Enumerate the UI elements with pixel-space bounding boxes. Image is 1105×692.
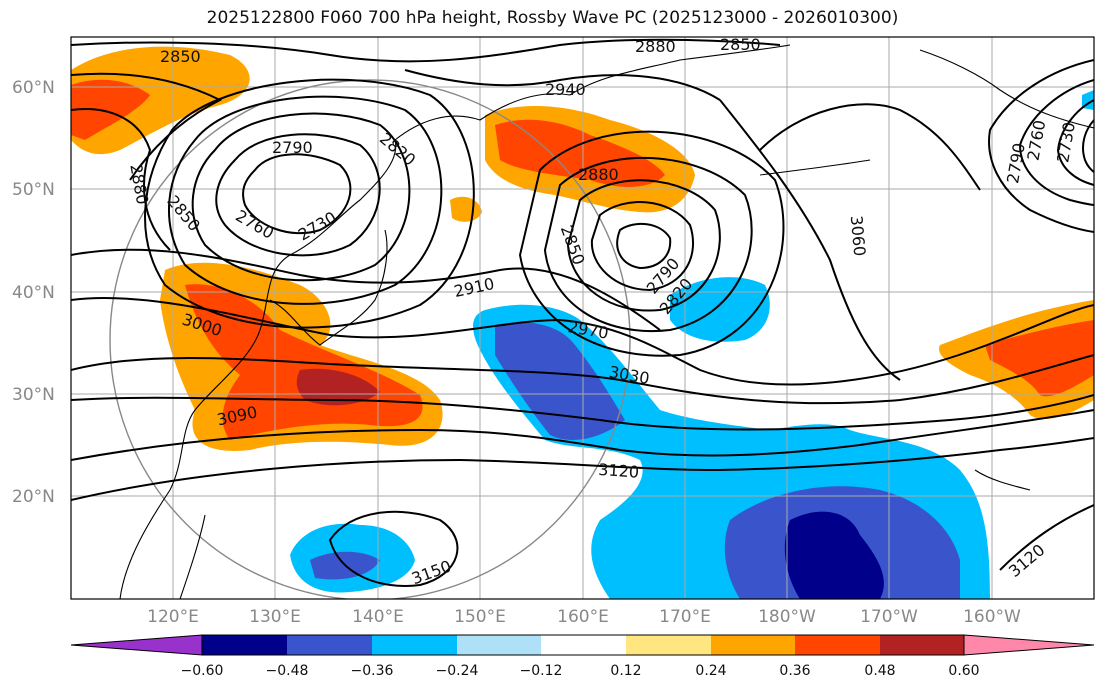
lon-labels: 120°E 130°E 140°E 150°E 160°E 170°E 180°… — [147, 607, 1021, 627]
contour-label: 2850 — [720, 35, 761, 54]
lat-label: 20°N — [12, 487, 55, 507]
lon-label: 130°E — [249, 607, 301, 627]
lat-label: 60°N — [12, 78, 55, 98]
contour-label: 2940 — [545, 80, 586, 99]
contour-label: 3060 — [847, 215, 869, 257]
colorbar-segment — [626, 635, 711, 655]
colorbar-tick: 0.24 — [695, 663, 726, 679]
colorbar-tick: 0.60 — [948, 663, 979, 679]
colorbar-segment — [880, 635, 964, 655]
lon-label: 170°E — [659, 607, 711, 627]
lon-label: 160°E — [557, 607, 609, 627]
lon-label: 150°E — [454, 607, 506, 627]
height-contours — [71, 38, 1094, 587]
chart-title: 2025122800 F060 700 hPa height, Rossby W… — [206, 8, 899, 28]
map-frame — [70, 36, 1095, 600]
shading-layer — [71, 37, 1094, 599]
neg-anomaly-central-core — [495, 322, 625, 440]
contour-label: 2880 — [578, 165, 619, 184]
colorbar-low-extend — [70, 634, 203, 656]
colorbar-tick: −0.24 — [436, 663, 479, 679]
pos-anomaly-east-core — [985, 320, 1094, 397]
lon-label: 160°W — [963, 607, 1021, 627]
colorbar-tick: −0.36 — [351, 663, 394, 679]
pos-anomaly-kamchatka-core — [495, 119, 665, 187]
lat-label: 50°N — [12, 180, 55, 200]
contour-label: 2850 — [160, 47, 201, 66]
contour-label: 2880 — [635, 37, 676, 56]
colorbar-tick: 0.48 — [864, 663, 895, 679]
colorbar-segment — [202, 635, 287, 655]
lat-label: 30°N — [12, 385, 55, 405]
lon-label: 180°W — [758, 607, 816, 627]
contour-label: 3120 — [598, 460, 640, 482]
contour-label-group: 2850 2880 2850 2940 2880 2790 2820 2880 … — [126, 35, 1079, 588]
colorbar-segment — [795, 635, 880, 655]
lat-label: 40°N — [12, 283, 55, 303]
pos-anomaly-nw-core — [71, 79, 150, 140]
colorbar-segment — [541, 635, 626, 655]
colorbar-segment — [287, 635, 372, 655]
colorbar: −0.60 −0.48 −0.36 −0.24 −0.12 0.12 0.24 … — [70, 634, 1095, 679]
lon-label: 140°E — [352, 607, 404, 627]
colorbar-tick: −0.48 — [266, 663, 309, 679]
colorbar-segment — [457, 635, 541, 655]
colorbar-tick: −0.12 — [520, 663, 563, 679]
analysis-circle — [109, 79, 631, 599]
colorbar-outline — [201, 634, 965, 656]
pos-anomaly-japan-max — [296, 368, 380, 406]
colorbar-high-extend — [963, 634, 1095, 656]
contour-label: 2790 — [272, 138, 313, 157]
lat-labels: 60°N 50°N 40°N 30°N 20°N — [12, 78, 55, 507]
neg-anomaly-south-max — [784, 511, 884, 599]
colorbar-segment — [711, 635, 795, 655]
colorbar-tick: −0.60 — [181, 663, 224, 679]
lon-label: 120°E — [147, 607, 199, 627]
lon-label: 170°W — [860, 607, 918, 627]
colorbar-segment — [372, 635, 457, 655]
colorbar-tick: 0.36 — [779, 663, 810, 679]
colorbar-tick: 0.12 — [610, 663, 641, 679]
